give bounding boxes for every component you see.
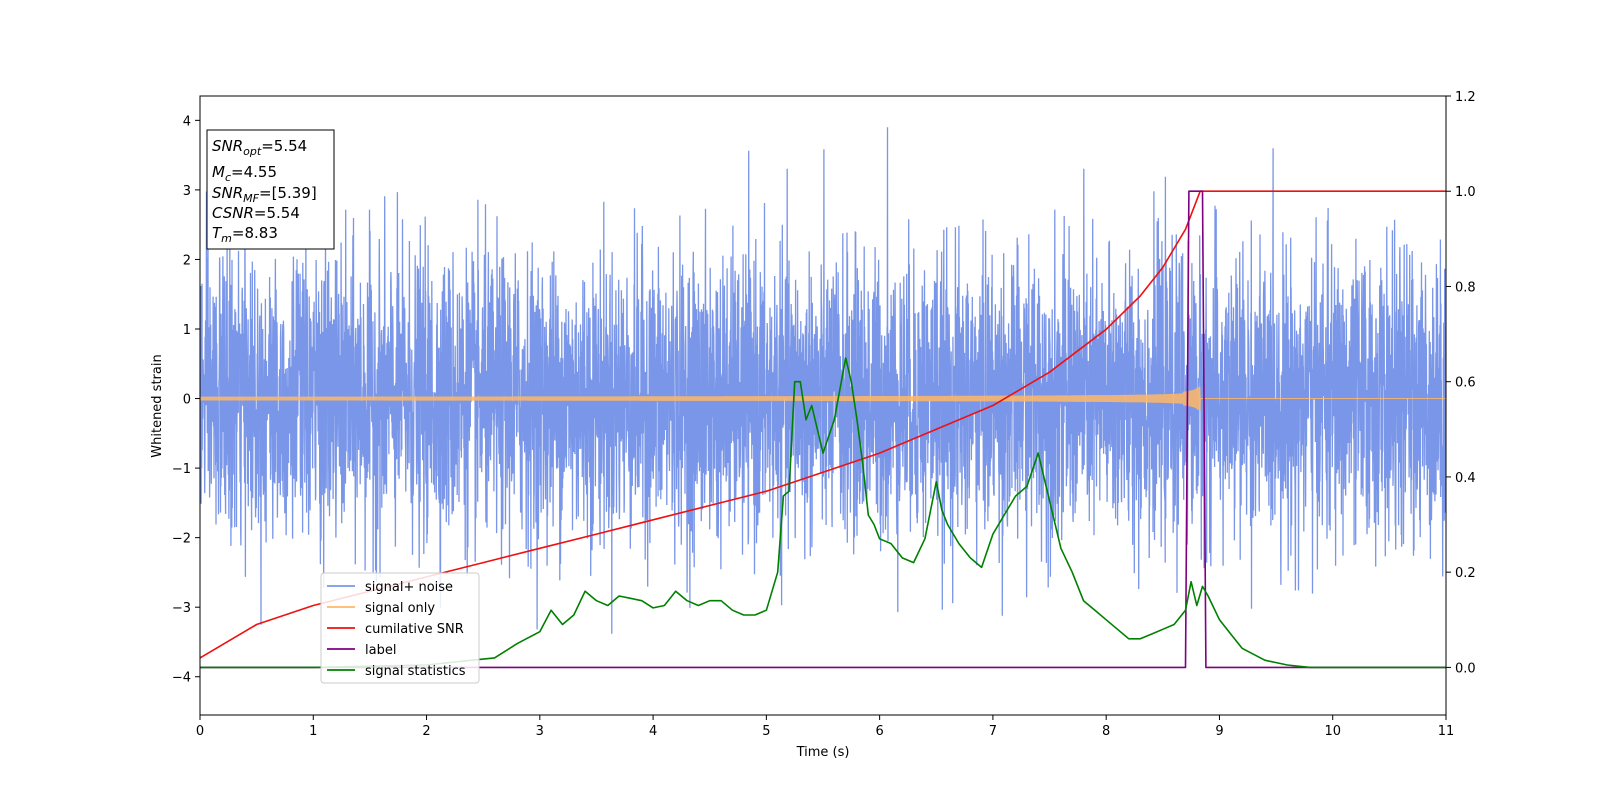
y-right-tick-label: 1.0 <box>1455 185 1476 200</box>
signal-statistics-series-group <box>200 357 1446 669</box>
signal-noise-series-group <box>200 127 1446 634</box>
mc-symbol: M <box>212 163 225 181</box>
signal-only-line <box>200 387 1446 410</box>
y-left-tick-label: 4 <box>183 114 191 129</box>
x-tick-label: 0 <box>196 724 204 739</box>
y-left-tick-label: 2 <box>183 253 191 268</box>
mc-subscript: c <box>225 171 231 184</box>
snr-mf-value: =[5.39] <box>259 184 317 202</box>
legend-label: cumilative SNR <box>365 622 464 637</box>
snr-opt-symbol: SNR <box>212 137 243 155</box>
annotation-snr-opt: SNRopt=5.54 <box>212 137 307 158</box>
legend-item-label: label <box>327 643 396 658</box>
y-left-tick-label: −3 <box>172 601 191 616</box>
x-tick-label: 7 <box>989 724 997 739</box>
mc-value: =4.55 <box>231 163 277 181</box>
legend-item-signal-only: signal only <box>327 601 435 616</box>
x-tick-label: 1 <box>309 724 317 739</box>
legend: signal+ noise signal only cumilative SNR la… <box>320 572 480 684</box>
y-left-tick-label: −2 <box>172 532 191 547</box>
snr-opt-value: =5.54 <box>261 137 307 155</box>
y-left-tick-label: 3 <box>183 184 191 199</box>
annotation-snr-mf: SNRMF=[5.39] <box>212 184 317 205</box>
y-axis-left-title: Whitened strain <box>150 354 165 457</box>
signal-noise-line <box>200 127 1446 634</box>
annotation-csnr: CSNR=5.54 <box>212 204 300 222</box>
annotation-tm: Tm=8.83 <box>212 224 278 245</box>
snr-mf-subscript: MF <box>243 192 259 205</box>
annotation-mc: Mc=4.55 <box>212 163 277 184</box>
y-right-tick-label: 0.6 <box>1455 376 1476 391</box>
x-tick-label: 4 <box>649 724 657 739</box>
legend-item-signal-noise: signal+ noise <box>327 580 453 595</box>
y-left-tick-label: 0 <box>183 393 191 408</box>
annotation-frame <box>206 129 335 250</box>
y-axis-left: −4 −3 −2 −1 0 1 2 3 4 <box>172 114 200 686</box>
y-left-tick-label: 1 <box>183 323 191 338</box>
plot-frame <box>199 95 1447 716</box>
x-tick-label: 11 <box>1438 724 1455 739</box>
x-tick-label: 10 <box>1324 724 1341 739</box>
x-tick-label: 6 <box>875 724 883 739</box>
y-right-tick-label: 1.2 <box>1455 90 1476 105</box>
snr-mf-symbol: SNR <box>212 184 243 202</box>
y-left-tick-label: −1 <box>172 462 191 477</box>
signal-statistics-line <box>200 357 1446 669</box>
y-right-tick-label: 0.2 <box>1455 566 1476 581</box>
signal-only-series-group <box>200 387 1446 410</box>
legend-label: label <box>365 643 396 658</box>
y-right-tick-label: 0.0 <box>1455 661 1476 676</box>
legend-label: signal statistics <box>365 664 466 679</box>
y-left-tick-label: −4 <box>172 671 191 686</box>
legend-label: signal only <box>365 601 435 616</box>
legend-frame <box>320 572 480 684</box>
x-axis-title: Time (s) <box>796 745 850 760</box>
x-tick-label: 5 <box>762 724 770 739</box>
tm-subscript: m <box>221 232 232 245</box>
x-tick-label: 9 <box>1215 724 1223 739</box>
x-tick-label: 2 <box>422 724 430 739</box>
label-line <box>200 190 1446 669</box>
x-axis: 0 1 2 3 4 5 6 7 8 9 10 11 <box>196 715 1454 739</box>
y-right-tick-label: 0.8 <box>1455 280 1476 295</box>
x-tick-label: 8 <box>1102 724 1110 739</box>
csnr-symbol: CSNR <box>212 204 254 222</box>
csnr-value: =5.54 <box>254 204 300 222</box>
annotation-box: SNRopt=5.54 Mc=4.55 SNRMF=[5.39] CSNR=5.… <box>206 129 335 250</box>
tm-symbol: T <box>212 224 223 242</box>
tm-value: =8.83 <box>232 224 278 242</box>
legend-item-cumilative-snr: cumilative SNR <box>327 622 464 637</box>
label-series-group <box>200 190 1446 669</box>
snr-opt-subscript: opt <box>243 145 262 158</box>
legend-label: signal+ noise <box>365 580 453 595</box>
y-right-tick-label: 0.4 <box>1455 471 1476 486</box>
x-tick-label: 3 <box>536 724 544 739</box>
legend-item-signal-statistics: signal statistics <box>327 664 466 679</box>
y-axis-right: 0.0 0.2 0.4 0.6 0.8 1.0 1.2 <box>1446 90 1476 676</box>
